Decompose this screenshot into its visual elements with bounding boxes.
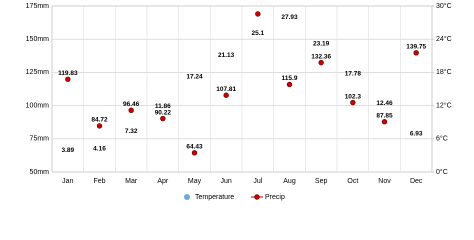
x-tick-label: Sep xyxy=(315,178,328,185)
temperature-label: 17.78 xyxy=(345,70,362,77)
y2-tick-label: 18°C xyxy=(436,68,452,76)
precip-point xyxy=(413,50,419,56)
temperature-label: 25.1 xyxy=(252,30,265,37)
precip-label: 119.83 xyxy=(58,70,78,77)
precip-label: 84.72 xyxy=(91,117,108,124)
legend-label: Precip xyxy=(265,194,285,201)
precip-label: 132.36 xyxy=(311,53,331,60)
x-tick-label: Apr xyxy=(157,178,169,185)
temperature-label: 21.13 xyxy=(218,52,235,59)
precip-point xyxy=(350,99,356,106)
y-tick-label: 100mm xyxy=(26,102,50,109)
y2-tick-label: 24°C xyxy=(436,35,452,43)
precip-point xyxy=(381,119,388,125)
x-tick-label: May xyxy=(188,178,202,185)
precip-label: 64.43 xyxy=(186,144,203,151)
precip-point xyxy=(160,115,166,122)
y2-tick-label: 30°C xyxy=(436,2,452,10)
precip-label: 96.46 xyxy=(123,101,140,108)
y2-tick-label: 12°C xyxy=(436,101,452,109)
x-tick-label: Nov xyxy=(378,178,391,185)
precip-point xyxy=(318,59,324,66)
precip-point xyxy=(255,11,261,17)
x-tick-label: Feb xyxy=(93,178,105,185)
chart: 50mm 75mm 100mm 125mm 150mm 175mm 0°C 6°C 12°C 18… xyxy=(26,2,452,201)
temperature-label: 3.89 xyxy=(62,147,75,154)
temperature-label: 7.32 xyxy=(125,128,138,135)
precip-label: 107.81 xyxy=(216,86,236,93)
x-tick-label: Jan xyxy=(62,178,73,185)
legend-label: Temperature xyxy=(195,194,234,201)
y-tick-label: 50mm xyxy=(30,169,50,176)
temperature-label: 12.46 xyxy=(376,100,393,107)
y-tick-label: 125mm xyxy=(26,69,50,76)
precip-label: 87.85 xyxy=(376,112,393,119)
legend-marker xyxy=(184,194,190,200)
precip-label: 139.75 xyxy=(406,44,426,51)
y-tick-label: 175mm xyxy=(26,3,50,10)
temperature-label: 11.86 xyxy=(155,103,171,110)
precip-point xyxy=(191,150,198,156)
x-tick-label: Aug xyxy=(283,178,296,185)
precip-point xyxy=(286,81,293,88)
temperature-label: 27.93 xyxy=(281,14,298,21)
precip-point xyxy=(128,107,134,114)
x-tick-label: Oct xyxy=(347,178,358,185)
precip-label: 102.3 xyxy=(345,93,362,100)
x-tick-label: Jul xyxy=(253,178,262,185)
y2-tick-label: 6°C xyxy=(436,135,448,143)
x-tick-label: Mar xyxy=(125,178,138,185)
temperature-label: 23.19 xyxy=(313,40,330,47)
x-tick-label: Jun xyxy=(221,178,232,185)
y-tick-label: 75mm xyxy=(30,136,50,143)
y2-tick-label: 0°C xyxy=(436,168,448,176)
page: {"chart_data": {"type": "line", "categor… xyxy=(25,1,452,201)
y-tick-label: 150mm xyxy=(26,36,50,43)
temperature-label: 17.24 xyxy=(186,73,203,80)
precip-point xyxy=(65,76,71,82)
precip-label: 90.22 xyxy=(155,109,172,116)
legend-marker xyxy=(254,194,260,200)
temperature-label: 4.16 xyxy=(93,146,106,153)
temperature-label: 6.93 xyxy=(410,130,423,137)
precip-label: 115.9 xyxy=(282,75,298,82)
x-tick-label: Dec xyxy=(410,178,423,185)
precip-point xyxy=(96,123,103,129)
precip-point xyxy=(223,92,229,98)
